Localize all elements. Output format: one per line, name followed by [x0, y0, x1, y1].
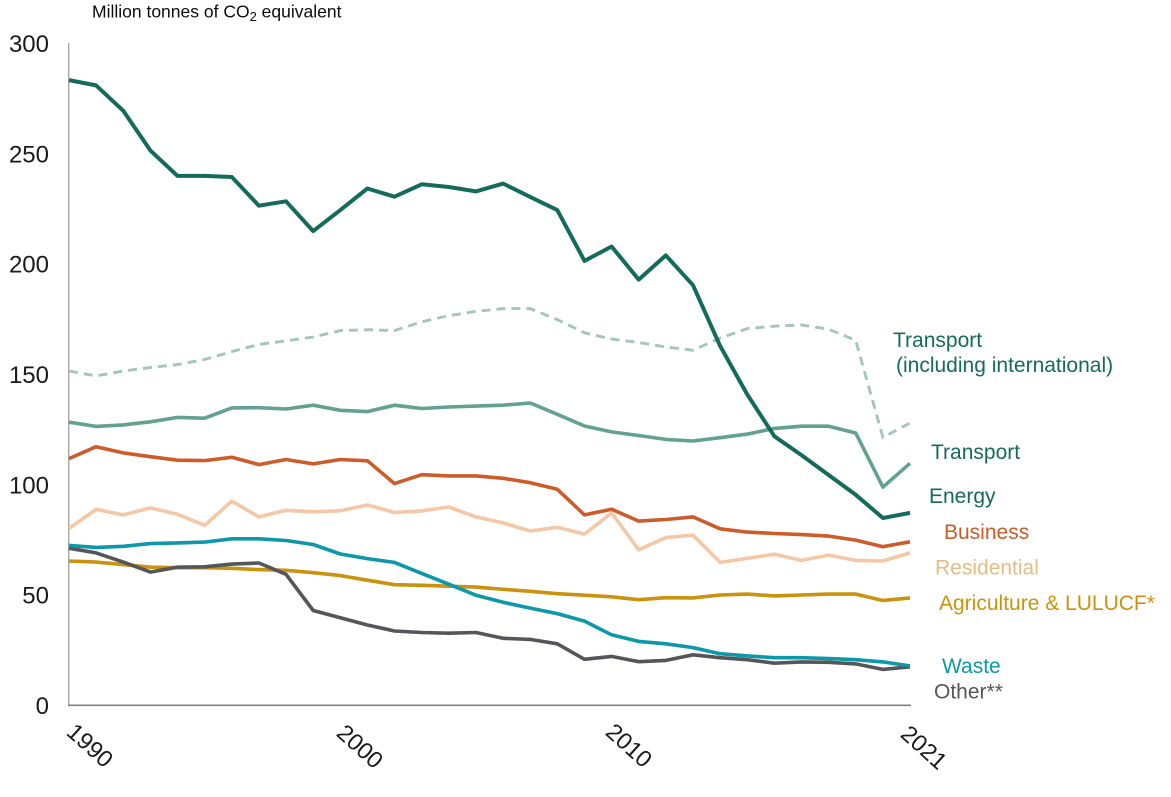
svg-text:Business: Business [944, 521, 1029, 544]
svg-text:0: 0 [36, 693, 49, 720]
svg-text:Transport: Transport [931, 441, 1020, 464]
svg-text:Waste: Waste [942, 655, 1001, 678]
svg-text:(including international): (including international) [896, 354, 1113, 377]
svg-text:Energy: Energy [929, 485, 996, 508]
svg-text:150: 150 [9, 362, 49, 389]
svg-text:100: 100 [9, 472, 49, 499]
svg-text:Other**: Other** [934, 681, 1003, 704]
svg-text:250: 250 [9, 141, 49, 168]
svg-text:200: 200 [9, 252, 49, 279]
svg-text:Transport: Transport [893, 329, 982, 352]
svg-text:Agriculture & LULUCF*: Agriculture & LULUCF* [939, 592, 1155, 615]
svg-text:300: 300 [9, 31, 49, 58]
svg-text:50: 50 [22, 583, 49, 610]
svg-text:Million tonnes of CO2 equivale: Million tonnes of CO2 equivalent [92, 2, 342, 25]
svg-text:Residential: Residential [935, 557, 1039, 580]
